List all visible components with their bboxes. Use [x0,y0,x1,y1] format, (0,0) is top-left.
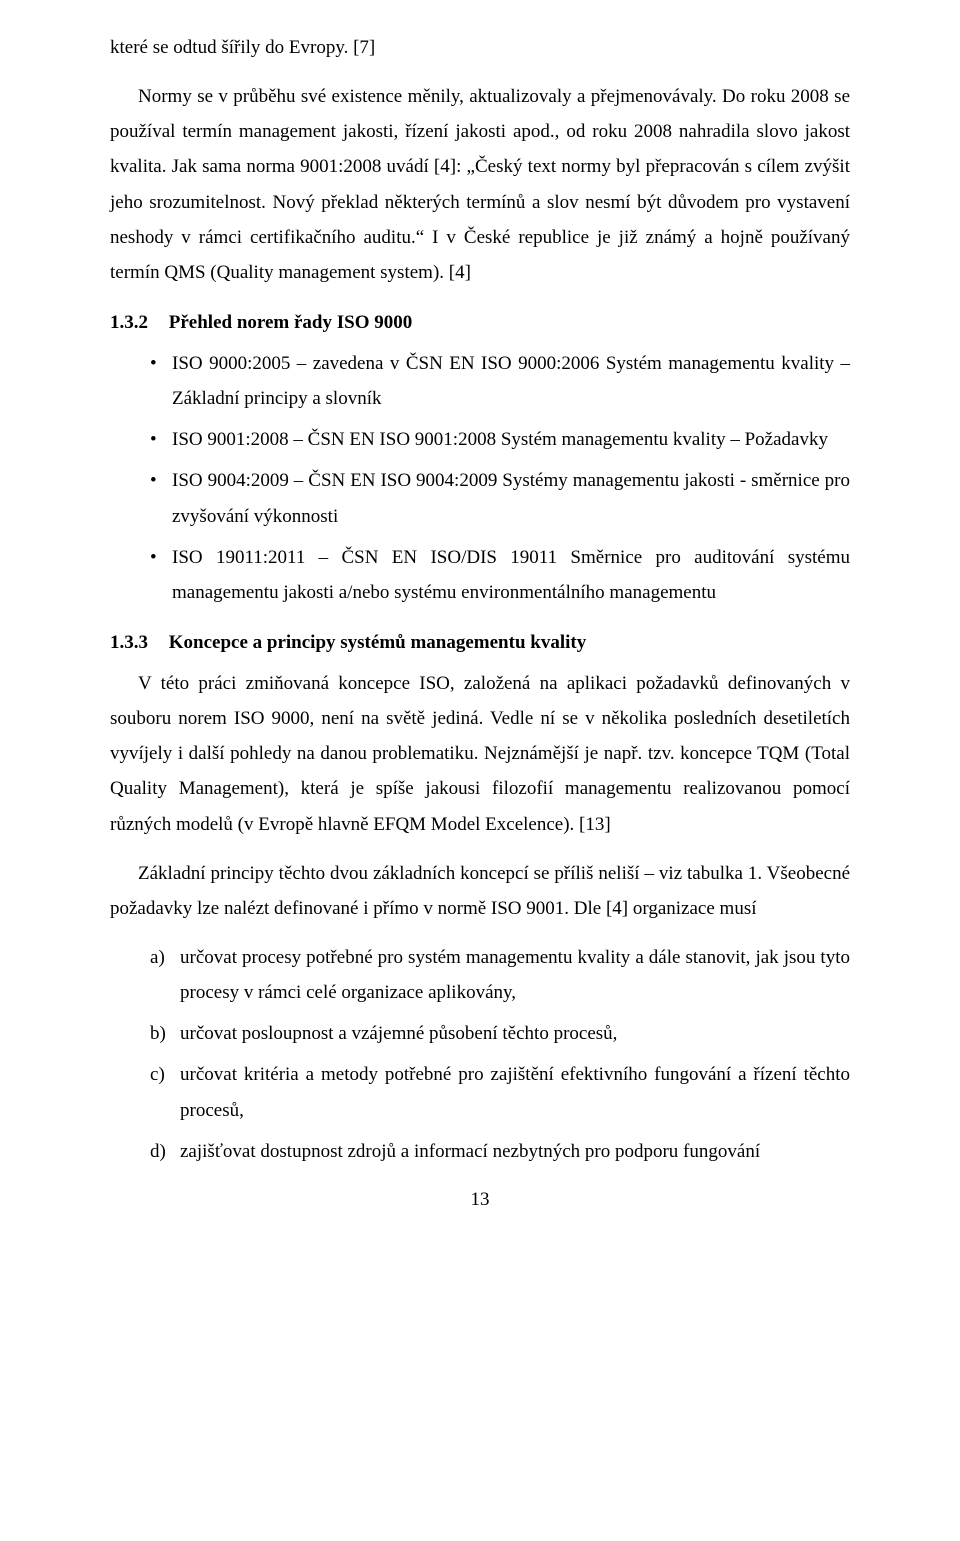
list-item: ISO 9000:2005 – zavedena v ČSN EN ISO 90… [150,346,850,416]
heading-title: Přehled norem řady ISO 9000 [169,312,412,333]
heading-number: 1.3.2 [110,312,164,334]
list-item: určovat posloupnost a vzájemné působení … [150,1016,850,1051]
heading-1-3-3: 1.3.3 Koncepce a principy systémů manage… [110,632,850,654]
list-item: zajišťovat dostupnost zdrojů a informací… [150,1134,850,1169]
iso-norms-list: ISO 9000:2005 – zavedena v ČSN EN ISO 90… [110,346,850,610]
page-number: 13 [110,1189,850,1211]
heading-title: Koncepce a principy systémů managementu … [169,632,586,653]
list-item: ISO 9004:2009 – ČSN EN ISO 9004:2009 Sys… [150,463,850,533]
paragraph-concept: V této práci zmiňovaná koncepce ISO, zal… [110,666,850,842]
list-item: určovat procesy potřebné pro systém mana… [150,940,850,1010]
requirements-list: určovat procesy potřebné pro systém mana… [110,940,850,1169]
paragraph-continuation: které se odtud šířily do Evropy. [7] [110,30,850,65]
paragraph-principles-intro: Základní principy těchto dvou základních… [110,856,850,926]
paragraph-history: Normy se v průběhu své existence měnily,… [110,79,850,290]
page-container: které se odtud šířily do Evropy. [7] Nor… [0,0,960,1541]
heading-number: 1.3.3 [110,632,164,654]
list-item: ISO 19011:2011 – ČSN EN ISO/DIS 19011 Sm… [150,540,850,610]
list-item: ISO 9001:2008 – ČSN EN ISO 9001:2008 Sys… [150,422,850,457]
list-item: určovat kritéria a metody potřebné pro z… [150,1057,850,1127]
heading-1-3-2: 1.3.2 Přehled norem řady ISO 9000 [110,312,850,334]
